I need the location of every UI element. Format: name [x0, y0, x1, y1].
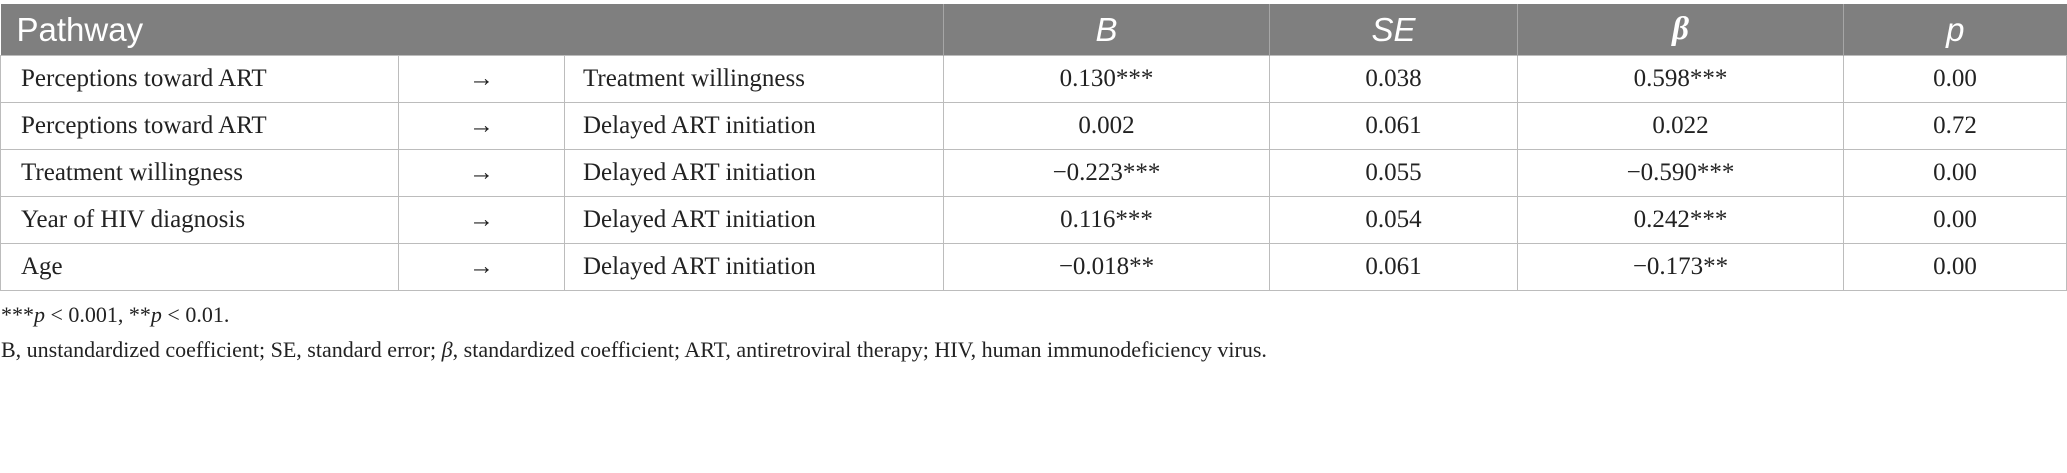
cell-p: 0.72	[1843, 102, 2067, 150]
cell-b: 0.002	[943, 102, 1271, 150]
footnote-p-symbol: p	[150, 302, 162, 327]
footnote-threshold-2: < 0.01.	[161, 302, 230, 327]
cell-b: 0.116***	[943, 196, 1271, 244]
cell-b: 0.130***	[943, 55, 1271, 103]
table-row: Age → Delayed ART initiation −0.018** 0.…	[0, 243, 2067, 291]
footnote-abbr-beta: β	[441, 337, 453, 362]
cell-p: 0.00	[1843, 243, 2067, 291]
footnote-abbr-start: B, unstandardized coefficient; SE, stand…	[1, 337, 442, 362]
footnote-p-symbol: p	[34, 302, 45, 327]
header-p: p	[1843, 4, 2067, 56]
cell-se: 0.055	[1269, 149, 1519, 197]
cell-from: Treatment willingness	[0, 149, 399, 197]
cell-from: Perceptions toward ART	[0, 102, 399, 150]
cell-to: Delayed ART initiation	[563, 243, 945, 291]
table-row: Perceptions toward ART → Delayed ART ini…	[0, 102, 2067, 150]
footnote-stars: ***	[1, 302, 34, 327]
footnote-abbreviations: B, unstandardized coefficient; SE, stand…	[1, 337, 2067, 363]
cell-se: 0.054	[1269, 196, 1519, 244]
cell-p: 0.00	[1843, 196, 2067, 244]
cell-arrow: →	[398, 55, 565, 103]
cell-beta: 0.598***	[1517, 55, 1845, 103]
cell-to: Delayed ART initiation	[563, 102, 945, 150]
cell-se: 0.061	[1269, 102, 1519, 150]
cell-beta: 0.022	[1517, 102, 1845, 150]
footnote-abbr-end: , standardized coefficient; ART, antiret…	[452, 337, 1267, 362]
cell-beta: −0.173**	[1517, 243, 1845, 291]
table-row: Perceptions toward ART → Treatment willi…	[0, 55, 2067, 103]
header-beta: β	[1517, 4, 1844, 56]
cell-arrow: →	[398, 196, 565, 244]
cell-beta: −0.590***	[1517, 149, 1845, 197]
footnote-significance: ***p < 0.001, **p < 0.01.	[1, 302, 2067, 328]
cell-from: Perceptions toward ART	[0, 55, 399, 103]
cell-b: −0.018**	[943, 243, 1271, 291]
cell-beta: 0.242***	[1517, 196, 1845, 244]
cell-from: Age	[0, 243, 399, 291]
cell-se: 0.038	[1269, 55, 1519, 103]
cell-arrow: →	[398, 243, 565, 291]
cell-to: Delayed ART initiation	[563, 149, 945, 197]
cell-to: Treatment willingness	[563, 55, 945, 103]
cell-p: 0.00	[1843, 55, 2067, 103]
header-se: SE	[1269, 4, 1518, 56]
results-table: Pathway B SE β p Perceptions toward ART …	[0, 4, 2067, 291]
cell-se: 0.061	[1269, 243, 1519, 291]
cell-from: Year of HIV diagnosis	[0, 196, 399, 244]
results-table-container: Pathway B SE β p Perceptions toward ART …	[0, 4, 2067, 363]
header-row: Pathway B SE β p	[0, 4, 2067, 56]
cell-to: Delayed ART initiation	[563, 196, 945, 244]
header-b: B	[943, 4, 1270, 56]
cell-arrow: →	[398, 149, 565, 197]
footnote-threshold-1: < 0.001, **	[45, 302, 151, 327]
cell-arrow: →	[398, 102, 565, 150]
table-row: Year of HIV diagnosis → Delayed ART init…	[0, 196, 2067, 244]
cell-b: −0.223***	[943, 149, 1271, 197]
cell-p: 0.00	[1843, 149, 2067, 197]
table-row: Treatment willingness → Delayed ART init…	[0, 149, 2067, 197]
header-pathway: Pathway	[0, 4, 944, 56]
